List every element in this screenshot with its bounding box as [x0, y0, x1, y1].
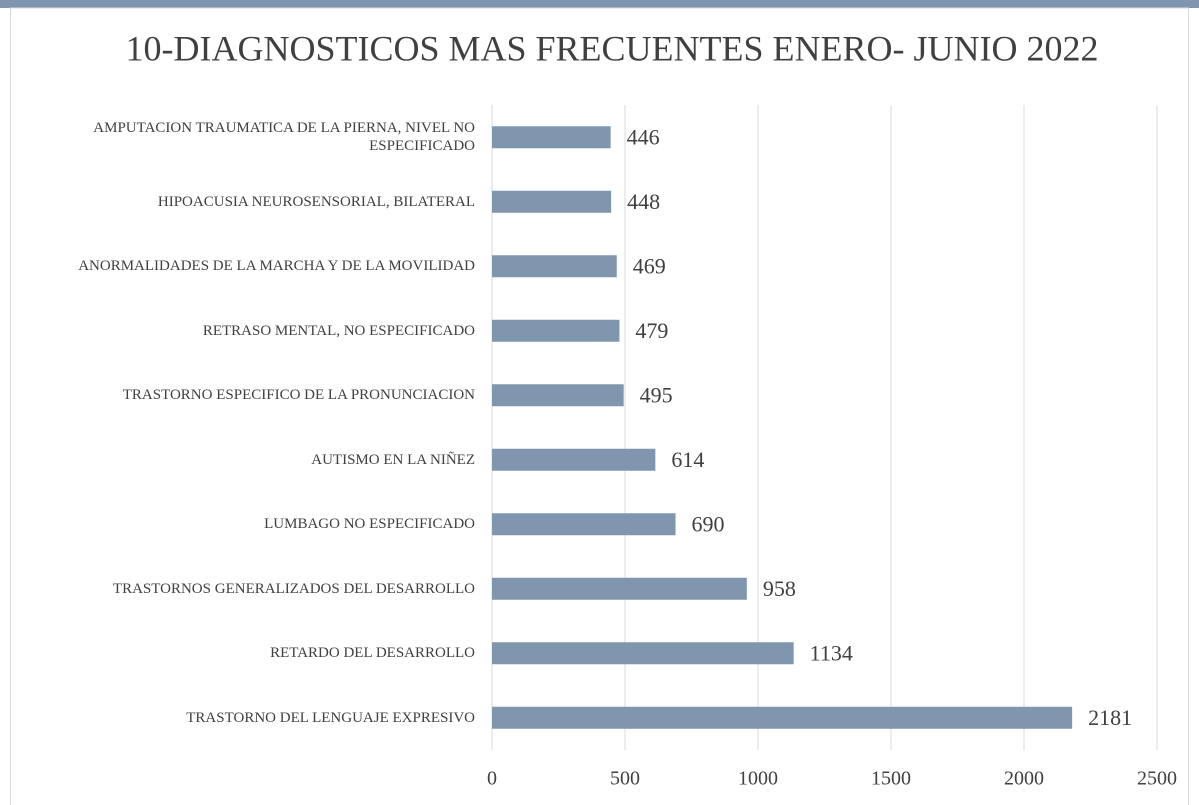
y-tick-label: LUMBAGO NO ESPECIFICADO — [264, 516, 475, 533]
data-label: 446 — [627, 124, 660, 149]
bar — [492, 448, 656, 471]
chart-title: 10-DIAGNOSTICOS MAS FRECUENTES ENERO- JU… — [125, 28, 1098, 68]
y-tick-label: HIPOACUSIA NEUROSENSORIAL, BILATERAL — [157, 193, 475, 210]
x-tick-label: 500 — [610, 768, 640, 790]
data-label: 448 — [627, 189, 660, 214]
x-tick-label: 2500 — [1137, 768, 1177, 790]
bar — [492, 642, 794, 665]
y-tick-label: AUTISMO EN LA NIÑEZ — [311, 451, 475, 468]
data-label: 479 — [635, 318, 668, 343]
x-tick-label: 2000 — [1004, 768, 1044, 790]
y-tick-label: AMPUTACION TRAUMATICA DE LA PIERNA, NIVE… — [93, 120, 475, 155]
y-tick-label: RETARDO DEL DESARROLLO — [270, 645, 475, 662]
bar — [492, 126, 611, 149]
y-tick-label: TRASTORNO DEL LENGUAJE EXPRESIVO — [186, 709, 475, 726]
bar — [492, 319, 620, 342]
chart-border — [10, 7, 1189, 805]
y-tick-label: TRASTORNO ESPECIFICO DE LA PRONUNCIACION — [122, 387, 475, 404]
x-tick-label: 1000 — [738, 768, 778, 790]
data-label: 469 — [633, 253, 666, 278]
data-label: 690 — [692, 511, 725, 536]
bar — [492, 384, 624, 407]
bar — [492, 190, 612, 213]
data-label: 614 — [671, 447, 704, 472]
y-tick-label: ANORMALIDADES DE LA MARCHA Y DE LA MOVIL… — [78, 258, 475, 275]
data-label: 495 — [640, 382, 673, 407]
data-label: 1134 — [810, 640, 853, 665]
bar — [492, 706, 1073, 729]
data-label: 958 — [763, 576, 796, 601]
y-tick-label: RETRASO MENTAL, NO ESPECIFICADO — [202, 322, 475, 339]
data-label: 2181 — [1088, 705, 1132, 730]
bar — [492, 255, 617, 278]
y-tick-label: TRASTORNOS GENERALIZADOS DEL DESARROLLO — [112, 580, 475, 597]
top-strip — [0, 0, 1199, 8]
bar — [492, 513, 676, 536]
x-tick-label: 0 — [487, 768, 497, 790]
bar — [492, 577, 747, 600]
x-tick-label: 1500 — [871, 768, 911, 790]
